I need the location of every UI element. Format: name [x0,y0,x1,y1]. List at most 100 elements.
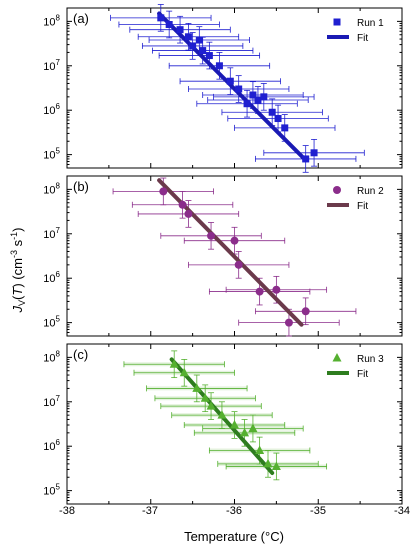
data-point [200,393,210,402]
y-tick-label: 106 [43,270,60,285]
data-point [207,231,216,240]
y-tick-label: 105 [43,483,60,498]
y-tick-label: 105 [43,147,60,162]
y-tick-exp: 6 [56,438,61,447]
y-tick-base: 10 [43,318,55,330]
data-point [235,85,243,93]
data-point [332,353,342,362]
y-tick-exp: 7 [56,394,61,403]
y-tick-label: 105 [43,315,60,330]
data-point [184,209,193,218]
y-tick-exp: 8 [56,181,61,190]
y-axis-title-exp2: -1 [9,232,19,240]
data-points [159,187,310,327]
legend-label: Fit [357,33,368,44]
x-tick-label: -35 [310,505,326,517]
data-point [263,458,273,468]
data-point [254,96,262,104]
data-point [199,47,207,55]
data-point [189,42,197,50]
y-axis-title-j: J [10,305,25,313]
legend: Run 3 Fit [327,353,384,380]
data-point [274,115,282,123]
y-tick-exp: 6 [56,270,61,279]
panel-label: (a) [73,11,89,26]
panel-label: (c) [73,347,88,362]
y-axis-title-t: T [10,287,25,296]
legend-label: Fit [357,201,368,212]
data-point [310,149,318,157]
data-point [302,155,310,163]
legend: Run 1 Fit [327,18,384,44]
data-point [333,186,341,194]
data-point [159,187,168,196]
y-tick-base: 10 [43,441,55,453]
legend-label: Fit [357,369,368,380]
y-tick-exp: 5 [56,483,61,492]
y-tick-base: 10 [43,273,55,285]
y-tick-base: 10 [43,184,55,196]
data-point [179,367,189,377]
data-point [243,100,251,108]
y-tick-label: 107 [43,226,60,241]
data-point [226,77,234,85]
y-tick-label: 106 [43,438,60,453]
y-tick-exp: 7 [56,58,61,67]
legend-label: Run 2 [357,186,384,197]
data-point [255,445,265,455]
data-point [281,124,289,132]
data-points [157,14,318,163]
x-tick-label: -34 [394,505,410,517]
data-point [248,423,258,433]
data-point [333,18,341,26]
y-tick-base: 10 [43,105,55,117]
y-tick-exp: 8 [56,13,61,22]
y-tick-label: 108 [43,349,60,364]
y-tick-base: 10 [43,61,55,73]
legend: Run 2 Fit [327,186,384,212]
data-point [184,33,192,41]
data-point [176,26,184,34]
fit-line [157,11,308,163]
data-point [205,52,213,60]
y-tick-base: 10 [43,486,55,498]
data-point [157,14,165,22]
data-point [169,359,179,368]
data-point [195,36,203,44]
data-point [284,318,293,327]
svg-text:JV(T) (cm-3 s-1): JV(T) (cm-3 s-1) [9,228,27,314]
y-tick-base: 10 [43,352,55,364]
y-axis-title-v: V [17,300,27,306]
panel-label: (b) [73,179,89,194]
data-point [271,461,281,470]
y-tick-exp: 8 [56,349,61,358]
data-point [230,236,239,245]
data-point [234,260,243,269]
data-point [240,427,250,437]
y-axis-title-unit: (cm [10,258,25,283]
y-tick-label: 107 [43,58,60,73]
x-tick-label: -38 [59,505,75,517]
y-tick-label: 107 [43,394,60,409]
data-point [255,287,264,296]
y-axis-title-s: s [10,239,25,250]
legend-label: Run 1 [357,18,384,29]
y-axis-title-open: ( [10,295,25,300]
y-tick-base: 10 [43,229,55,241]
y-axis-title: JV(T) (cm-3 s-1) [9,228,27,314]
y-tick-label: 108 [43,13,60,28]
y-tick-base: 10 [43,150,55,162]
y-tick-exp: 6 [56,102,61,111]
x-tick-label: -36 [226,505,242,517]
data-point [215,62,223,70]
x-tick-labels: -38 -37 -36 -35 -34 [59,505,410,517]
error-bars [123,350,328,481]
x-axis-title: Temperature (°C) [184,529,284,544]
y-tick-label: 108 [43,181,60,196]
data-point [192,383,202,392]
data-point [178,200,187,209]
